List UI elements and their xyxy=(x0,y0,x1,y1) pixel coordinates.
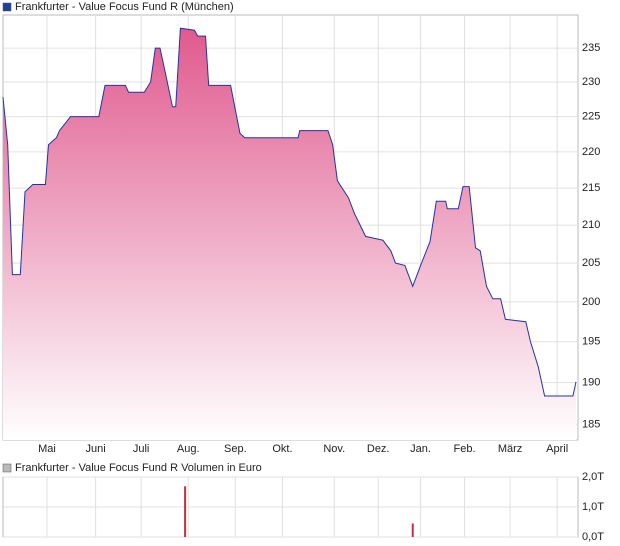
y-tick-label: 195 xyxy=(582,336,600,348)
chart-title: Frankfurter - Value Focus Fund R Volumen… xyxy=(15,462,262,474)
x-tick-label: Dez. xyxy=(367,443,390,455)
y-tick-label: 225 xyxy=(582,110,600,122)
x-tick-label: Aug. xyxy=(177,443,200,455)
x-tick-label: Feb. xyxy=(454,443,476,455)
legend-swatch xyxy=(2,463,12,473)
y-tick-label: 220 xyxy=(582,146,600,158)
x-tick-label: Mai xyxy=(38,443,56,455)
x-tick-label: Jan. xyxy=(410,443,431,455)
area-fill xyxy=(3,28,576,440)
y-tick-label: 210 xyxy=(582,219,600,231)
x-tick-label: Nov. xyxy=(323,443,345,455)
y-tick-label: 235 xyxy=(582,42,600,54)
volume-bar xyxy=(411,523,414,537)
chart-title: Frankfurter - Value Focus Fund R (Münche… xyxy=(15,1,234,13)
x-tick-label: Juni xyxy=(86,443,106,455)
volume-bar xyxy=(184,486,187,537)
y-tick-label: 185 xyxy=(582,419,600,431)
y-tick-label: 205 xyxy=(582,257,600,269)
x-tick-label: März xyxy=(498,443,522,455)
x-tick-label: Juli xyxy=(133,443,150,455)
y-tick-label: 1,0T xyxy=(582,501,604,513)
y-tick-label: 215 xyxy=(582,182,600,194)
price-line xyxy=(2,27,577,397)
y-tick-label: 2,0T xyxy=(582,471,604,483)
y-tick-label: 230 xyxy=(582,76,600,88)
y-tick-label: 200 xyxy=(582,296,600,308)
y-tick-label: 0,0T xyxy=(582,531,604,543)
x-tick-label: Sep. xyxy=(224,443,247,455)
x-tick-label: Okt. xyxy=(272,443,292,455)
x-tick-label: April xyxy=(546,443,568,455)
legend-swatch xyxy=(2,2,12,12)
y-tick-label: 190 xyxy=(582,377,600,389)
